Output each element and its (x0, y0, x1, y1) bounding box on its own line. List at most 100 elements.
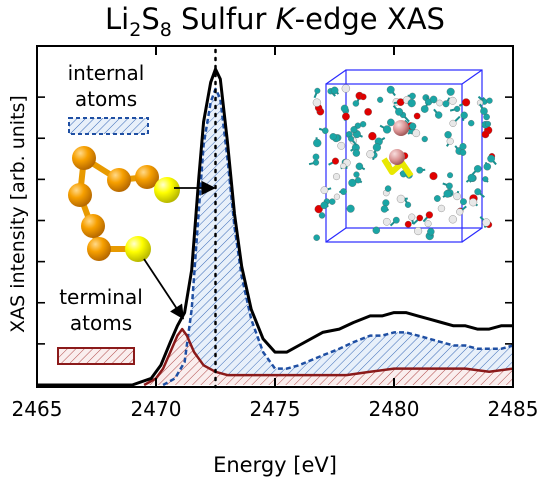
lithium-atom (389, 149, 405, 165)
molecule-atom (444, 131, 452, 139)
legend-internal-label-line2: atoms (75, 87, 137, 111)
molecule-atom (448, 96, 457, 105)
molecule-atom (352, 100, 360, 107)
molecule-atom (329, 133, 337, 141)
molecule-atom (435, 111, 443, 119)
molecule-atom (340, 163, 347, 169)
molecule-atom (350, 126, 358, 134)
molecule-atom (408, 213, 416, 221)
molecule-atom (409, 122, 417, 130)
polysulfide-highlight (381, 120, 414, 178)
molecule-atom (425, 211, 433, 219)
molecule-atom (429, 172, 438, 181)
molecule-atom (468, 120, 475, 127)
molecule-atom (433, 195, 441, 202)
curves-group (37, 67, 514, 387)
molecule-atom (436, 99, 443, 107)
molecule-atom (404, 201, 412, 208)
molecule-atom (437, 204, 446, 213)
sulfur-atom-internal (72, 146, 96, 170)
simulation-box-illustration (308, 69, 497, 243)
molecule-atom (474, 188, 482, 196)
molecule-atom (482, 218, 491, 227)
legend-terminal-swatch (57, 347, 135, 365)
molecule-atom (395, 107, 404, 116)
sulfur-atom-internal (135, 165, 159, 189)
molecule-atom (377, 96, 384, 103)
molecule-atom (412, 129, 421, 138)
molecule-atom (364, 108, 372, 116)
molecule-atom (368, 132, 377, 141)
legend-terminal-label-line2: atoms (70, 311, 132, 335)
molecule-atom (456, 208, 464, 216)
molecule-atom (459, 149, 467, 156)
molecule-atom (322, 127, 329, 135)
molecule-atom (372, 143, 381, 152)
x-tick-label: 2475 (250, 397, 301, 421)
legend-internal-swatch (68, 117, 149, 135)
molecule-atom (447, 172, 454, 179)
molecule-atom (320, 201, 329, 210)
molecule-atom (312, 153, 320, 161)
molecule-atom (314, 205, 323, 214)
molecule-atom (469, 198, 478, 207)
molecule-atom (460, 111, 468, 119)
molecule-atom (427, 228, 435, 236)
molecule-atom (382, 199, 390, 207)
molecule-atom (342, 112, 350, 121)
series-terminal-atoms-line (143, 327, 514, 387)
molecule-atom (446, 137, 454, 145)
x-tick-label: 2470 (131, 397, 182, 421)
molecule-atom (360, 121, 367, 128)
molecule-atom (313, 138, 322, 148)
molecule-atom (382, 217, 391, 226)
molecule-atom (382, 125, 392, 134)
molecule-atom (480, 107, 488, 115)
molecule-atom (407, 99, 416, 108)
molecule-atom (313, 234, 320, 241)
molecule-atom (337, 141, 346, 150)
molecule-atom (348, 178, 357, 187)
molecule-atom (460, 198, 467, 206)
molecule-atom (386, 85, 395, 94)
molecule-atom (333, 193, 340, 200)
molecule-atom (429, 95, 438, 104)
molecule-atom (453, 192, 461, 201)
molecule-atom (346, 204, 355, 213)
molecule-atom (318, 212, 326, 219)
molecule-atom (473, 165, 482, 173)
series-internal-atoms-line (162, 87, 514, 387)
molecule-atom (413, 112, 421, 120)
molecule-atom (487, 154, 495, 163)
molecule-atom (483, 162, 492, 171)
molecule-atom (341, 84, 350, 93)
molecule-atom (446, 182, 453, 190)
sulfur-atom-internal (81, 214, 105, 238)
molecule-atom (442, 100, 450, 108)
molecule-atom (396, 194, 406, 204)
sulfur-chain-illustration (68, 146, 180, 262)
molecule-atom (424, 220, 432, 228)
molecule-atom (414, 227, 423, 236)
molecule-atom (416, 214, 424, 222)
molecule-atom (366, 150, 375, 159)
molecule-atom (312, 159, 320, 166)
arrow-terminal (143, 258, 184, 320)
molecule-atom (353, 171, 360, 178)
x-tick-label: 2465 (12, 397, 63, 421)
x-tick-label: 2480 (369, 397, 420, 421)
sulfur-atom-internal (68, 183, 92, 207)
molecule-atom (416, 166, 424, 174)
molecule-atom (420, 105, 429, 113)
series-internal-atoms-area (163, 88, 513, 386)
molecule-atom (348, 135, 354, 142)
molecule-atom (359, 93, 367, 101)
molecule-atom (330, 86, 339, 95)
molecule-atom (340, 104, 349, 113)
molecule-atom (372, 226, 381, 235)
molecule-atom (312, 98, 322, 107)
molecule-atom (421, 135, 428, 143)
legend-terminal-label-line1: terminal (59, 285, 143, 309)
molecule-atom (387, 118, 395, 127)
